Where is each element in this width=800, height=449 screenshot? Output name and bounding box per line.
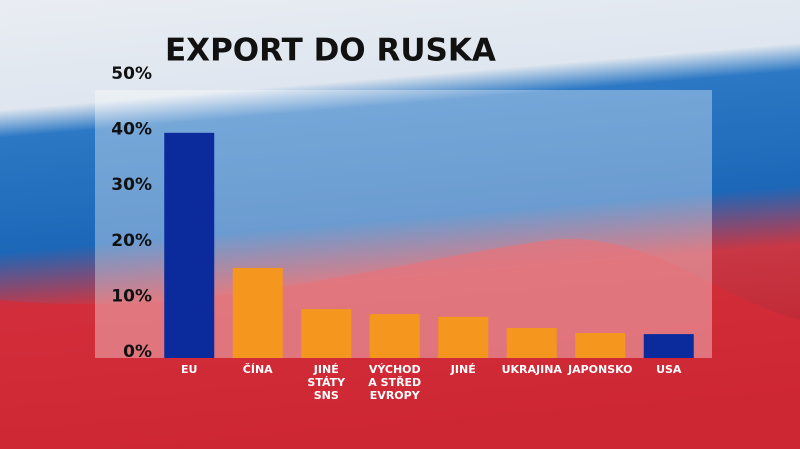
label-line: STÁTY — [307, 376, 346, 389]
label-line: JINÉ — [450, 363, 476, 376]
bar — [643, 334, 694, 358]
bar — [506, 327, 557, 358]
label-line: EU — [181, 363, 197, 376]
chart-title: EXPORT DO RUSKA — [165, 33, 496, 69]
y-tick-label: 40% — [111, 120, 152, 140]
x-tick-label: USA — [656, 363, 682, 376]
label-line: UKRAJINA — [502, 363, 563, 376]
y-tick-label: 0% — [123, 342, 152, 362]
x-tick-label: EU — [181, 363, 197, 376]
y-tick-label: 30% — [111, 175, 152, 195]
y-tick-label: 50% — [111, 64, 152, 84]
label-line: USA — [656, 363, 682, 376]
x-tick-label: VÝCHOD A STŘED EVROPY — [368, 363, 421, 402]
y-tick-label: 10% — [111, 286, 152, 306]
x-tick-label: JINÉ — [450, 363, 476, 376]
x-tick-label: JAPONSKO — [567, 363, 633, 376]
x-tick-label: ČÍNA — [243, 363, 273, 376]
label-line: JAPONSKO — [567, 363, 633, 376]
x-tick-label: JINÉ STÁTY SNS — [307, 363, 346, 402]
label-line: JINÉ — [313, 363, 339, 376]
bar — [369, 314, 420, 358]
label-line: ČÍNA — [243, 363, 273, 376]
x-tick-label: UKRAJINA — [502, 363, 563, 376]
label-line: SNS — [314, 389, 339, 402]
bar — [301, 309, 352, 358]
label-line: EVROPY — [370, 389, 421, 402]
bar — [164, 132, 215, 358]
bar — [438, 316, 489, 358]
label-line: A STŘED — [368, 376, 421, 389]
bar — [232, 267, 283, 358]
y-tick-label: 20% — [111, 231, 152, 251]
label-line: VÝCHOD — [369, 363, 421, 376]
bar — [575, 332, 626, 358]
